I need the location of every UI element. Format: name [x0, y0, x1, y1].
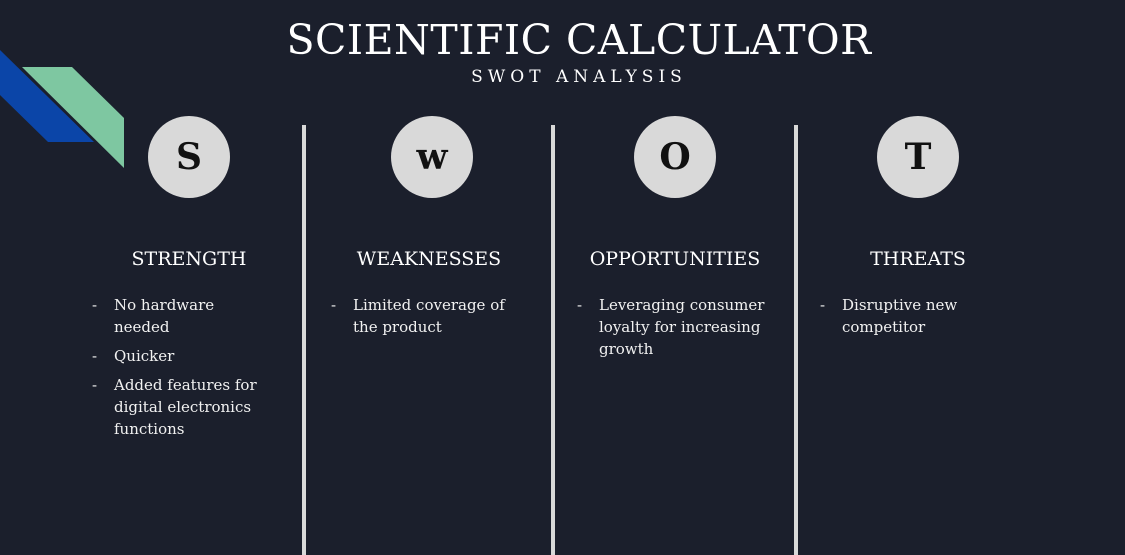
green-stripe	[22, 67, 124, 168]
points-list-strength: - No hardware needed - Quicker - Added feat…	[92, 294, 272, 447]
blue-stripe	[0, 50, 94, 142]
corner-decoration	[0, 50, 124, 168]
column-divider	[794, 125, 798, 555]
column-divider	[302, 125, 306, 555]
heading-weaknesses: WEAKNESSES	[356, 248, 502, 270]
letter-circle-strength: S	[148, 116, 230, 198]
column-divider	[551, 125, 555, 555]
list-item: - Limited coverage of the product	[331, 296, 505, 336]
letter-circle-threats: T	[877, 116, 959, 198]
letter-circle-opportunities: O	[634, 116, 716, 198]
list-item: - Disruptive new competitor	[820, 296, 958, 336]
heading-threats: THREATS	[870, 248, 966, 270]
points-list-opportunities: - Leveraging consumer loyalty for increas…	[577, 294, 767, 367]
letter-circle-weaknesses: w	[391, 116, 473, 198]
page-subtitle: SWOT ANALYSIS	[471, 67, 687, 87]
list-item: - Leveraging consumer loyalty for increas…	[577, 296, 765, 358]
page-title: SCIENTIFIC CALCULATOR	[286, 16, 872, 64]
list-item: - Added features for digital electronics …	[92, 376, 257, 438]
heading-strength: STRENGTH	[131, 248, 247, 270]
list-item: - No hardware needed	[92, 296, 215, 336]
points-list-weaknesses: - Limited coverage of the product	[331, 294, 511, 345]
list-item: - Quicker	[92, 347, 175, 365]
points-list-threats: - Disruptive new competitor	[820, 294, 980, 345]
heading-opportunities: OPPORTUNITIES	[589, 248, 761, 270]
